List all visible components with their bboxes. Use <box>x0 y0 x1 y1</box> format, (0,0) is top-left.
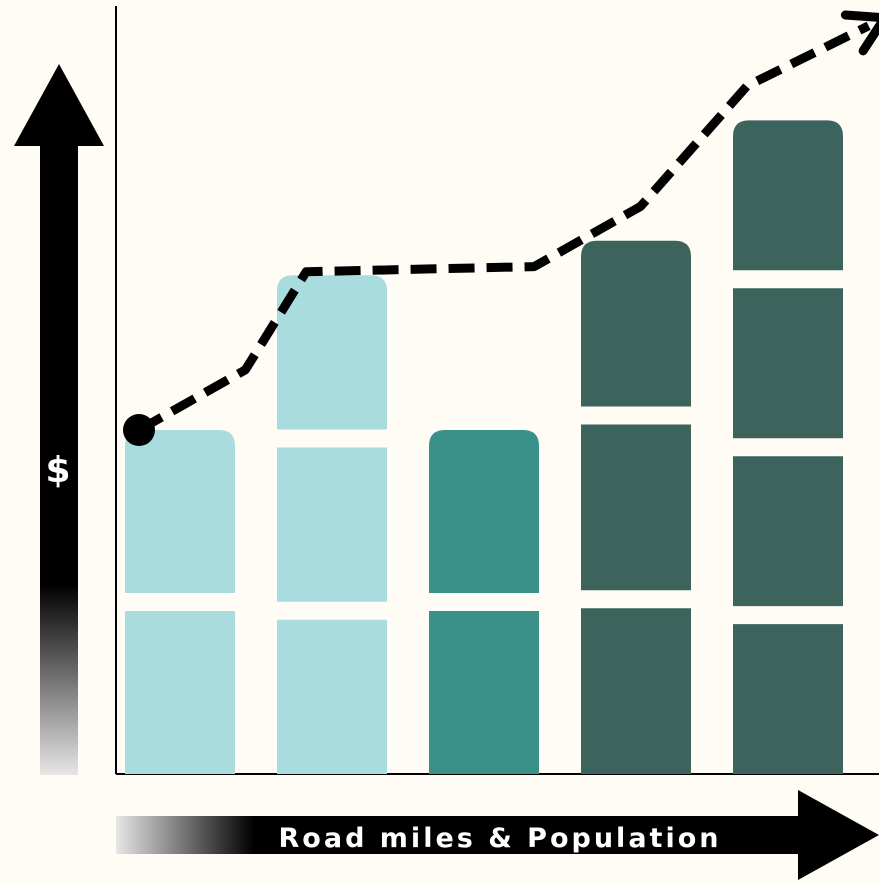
bar-5-segment-2 <box>733 456 843 607</box>
x-axis-arrow-head <box>798 790 879 880</box>
bar-1-segment-1 <box>125 611 235 774</box>
bar-4-segment-2 <box>581 424 691 591</box>
y-axis-label: $ <box>45 450 70 491</box>
y-axis-arrow-shaft <box>40 140 78 775</box>
y-axis-arrow-head <box>14 64 104 146</box>
bar-4-segment-3 <box>581 240 691 407</box>
bar-1-segment-2 <box>125 430 235 593</box>
trend-arrow-head <box>840 10 879 56</box>
trend-line <box>136 21 871 434</box>
bar-3-segment-2 <box>429 430 539 593</box>
trend-start-point <box>123 414 155 446</box>
bar-5-segment-1 <box>733 624 843 774</box>
bar-2-segment-2 <box>277 447 387 602</box>
x-axis-arrow <box>116 790 879 880</box>
y-axis-arrow <box>14 64 104 775</box>
bars-group <box>125 120 843 774</box>
bar-4-segment-1 <box>581 608 691 774</box>
bar-2-segment-1 <box>277 619 387 774</box>
bar-5-segment-3 <box>733 288 843 439</box>
x-axis-label: Road miles & Population <box>279 823 722 854</box>
x-axis-arrow-shaft <box>116 816 806 854</box>
bar-3-segment-1 <box>429 611 539 774</box>
bar-5-segment-4 <box>733 120 843 271</box>
bar-2-segment-3 <box>277 275 387 430</box>
trend-line-group <box>123 10 879 446</box>
